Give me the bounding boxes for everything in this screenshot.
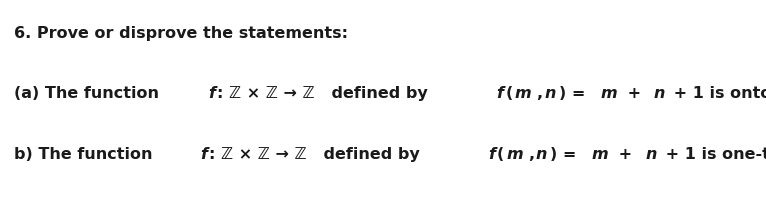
Text: n: n [544,86,555,101]
Text: + 1 is one-to-one.: + 1 is one-to-one. [660,147,766,162]
Text: (: ( [506,86,512,101]
Text: f: f [488,147,495,162]
Text: ,: , [536,86,542,101]
Text: +: + [613,147,638,162]
Text: f: f [208,86,215,101]
Text: 6. Prove or disprove the statements:: 6. Prove or disprove the statements: [14,26,348,41]
Text: +: + [621,86,647,101]
Text: m: m [506,147,523,162]
Text: ) =: ) = [551,147,582,162]
Text: (a) The function: (a) The function [14,86,165,101]
Text: : ℤ × ℤ → ℤ   defined by: : ℤ × ℤ → ℤ defined by [209,147,425,162]
Text: b) The function: b) The function [14,147,158,162]
Text: : ℤ × ℤ → ℤ   defined by: : ℤ × ℤ → ℤ defined by [218,86,434,101]
Text: n: n [535,147,547,162]
Text: n: n [653,86,665,101]
Text: f: f [200,147,207,162]
Text: + 1 is onto.: + 1 is onto. [668,86,766,101]
Text: m: m [591,147,608,162]
Text: ) =: ) = [558,86,591,101]
Text: ,: , [528,147,534,162]
Text: f: f [496,86,503,101]
Text: n: n [645,147,656,162]
Text: m: m [600,86,617,101]
Text: m: m [515,86,532,101]
Text: (: ( [497,147,504,162]
